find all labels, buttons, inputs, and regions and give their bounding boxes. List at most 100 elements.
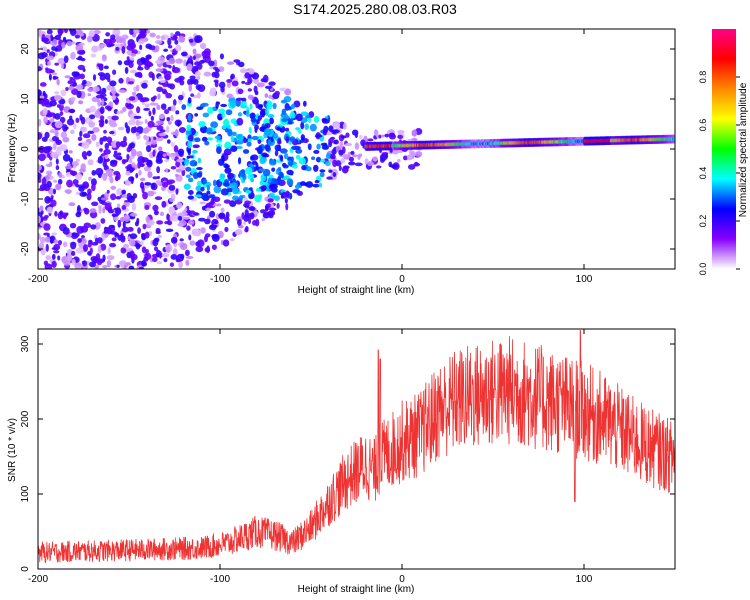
- spectrogram-noise-blob: [297, 128, 302, 134]
- spectrogram-noise-blob: [106, 136, 113, 143]
- spectrogram-noise-blob: [180, 242, 188, 251]
- spectrogram-noise-blob: [150, 115, 155, 121]
- spectrogram-noise-blob: [312, 183, 320, 188]
- spectrogram-noise-blob: [268, 214, 274, 219]
- spectrogram-noise-blob: [321, 144, 330, 150]
- spectrogram-noise-blob: [81, 150, 88, 159]
- spectrogram-noise-blob: [42, 146, 51, 154]
- spectrogram-noise-blob: [51, 42, 56, 47]
- spectrogram-noise-blob: [222, 124, 227, 130]
- spectrogram-noise-blob: [46, 29, 53, 35]
- spectrogram-noise-blob: [128, 60, 134, 68]
- spectrogram-noise-blob: [196, 106, 204, 111]
- spectrogram-noise-blob: [167, 37, 172, 46]
- spectrogram-noise-blob: [40, 247, 46, 256]
- spectrogram-noise-blob: [55, 158, 59, 165]
- spectrogram-noise-blob: [97, 245, 102, 254]
- spectrogram-noise-blob: [101, 98, 105, 106]
- spectrogram-noise-blob: [328, 169, 333, 173]
- spectrogram-noise-blob: [213, 185, 222, 194]
- spectrogram-noise-blob: [238, 169, 246, 177]
- spectrogram-noise-blob: [222, 239, 230, 247]
- spectrogram-noise-blob: [80, 225, 89, 233]
- spectrogram-noise-blob: [160, 35, 165, 41]
- spectrogram-noise-blob: [407, 164, 416, 170]
- spectrogram-noise-blob: [138, 169, 142, 176]
- spectrogram-noise-blob: [106, 255, 115, 261]
- spectrogram-noise-blob: [79, 73, 85, 80]
- spectrogram-noise-blob: [113, 170, 120, 176]
- spectrogram-noise-blob: [144, 119, 148, 124]
- spectrogram-noise-blob: [108, 224, 115, 229]
- spectrogram-noise-blob: [174, 77, 183, 83]
- spectrogram-noise-blob: [230, 73, 235, 80]
- spectrogram-noise-blob: [107, 228, 112, 233]
- spectrogram-noise-blob: [147, 190, 155, 197]
- spectrogram-noise-blob: [156, 86, 164, 92]
- spectrogram-noise-blob: [158, 250, 162, 259]
- spectrogram-noise-blob: [188, 234, 192, 241]
- snr-y-ticks: 0 100 200 300: [20, 335, 675, 572]
- spectrogram-noise-blob: [247, 138, 252, 143]
- spectrogram-noise-blob: [64, 126, 69, 130]
- spectrogram-noise-blob: [174, 39, 179, 45]
- spectrogram-noise-blob: [70, 52, 76, 60]
- spectrogram-noise-blob: [97, 204, 103, 209]
- spectrogram-noise-blob: [60, 63, 64, 69]
- spectrogram-noise-blob: [189, 159, 198, 167]
- spectrogram-noise-blob: [215, 203, 222, 207]
- spectrogram-noise-blob: [139, 44, 143, 51]
- spectrogram-noise-blob: [197, 157, 202, 164]
- spectrogram-noise-blob: [144, 182, 152, 186]
- spectrogram-noise-blob: [140, 56, 146, 63]
- spectrogram-noise-blob: [257, 104, 263, 110]
- snr-y-tick-label: 100: [20, 485, 31, 502]
- spectrogram-noise-blob: [210, 197, 215, 206]
- spectrogram-noise-blob: [186, 225, 191, 231]
- spectrogram-noise-blob: [87, 188, 92, 195]
- spectrogram-noise-blob: [176, 202, 183, 209]
- spectrogram-noise-blob: [45, 243, 49, 252]
- spectrogram-noise-blob: [224, 167, 232, 174]
- spectrogram-noise-blob: [104, 191, 109, 199]
- spectrogram-noise-blob: [170, 254, 178, 260]
- spectrogram-noise-blob: [138, 29, 147, 35]
- spectrogram-noise-blob: [266, 101, 273, 110]
- spectrogram-noise-blob: [284, 127, 290, 132]
- spectrogram-noise-blob: [354, 133, 358, 138]
- spectrogram-noise-blob: [167, 45, 173, 49]
- spectrogram-noise-blob: [313, 115, 320, 123]
- spectrogram-noise-blob: [70, 241, 77, 250]
- spectrogram-noise-blob: [142, 191, 148, 200]
- spectrogram-noise-blob: [104, 119, 108, 124]
- spectrogram-noise-blob: [116, 264, 120, 268]
- spectrogram-y-tick-label: -20: [20, 241, 31, 256]
- spectrogram-noise-blob: [131, 202, 136, 211]
- spectrogram-noise-blob: [137, 66, 144, 71]
- spectrogram-noise-blob: [183, 216, 190, 220]
- spectrogram-noise-blob: [140, 240, 144, 246]
- spectrogram-noise-blob: [75, 191, 81, 196]
- spectrogram-noise-blob: [188, 155, 194, 159]
- spectrogram-noise-blob: [209, 65, 214, 70]
- spectrogram-noise-blob: [88, 176, 92, 181]
- spectrogram-noise-blob: [156, 261, 163, 265]
- spectrogram-noise-blob: [237, 218, 242, 226]
- spectrogram-noise-blob: [221, 111, 225, 119]
- spectrogram-noise-blob: [125, 125, 131, 134]
- spectrogram-noise-blob: [273, 195, 280, 201]
- spectrogram-noise-blob: [218, 212, 226, 220]
- spectrogram-noise-blob: [89, 261, 96, 268]
- spectrogram-noise-blob: [87, 130, 95, 135]
- spectrogram-noise-blob: [49, 129, 58, 134]
- spectrogram-noise-blob: [170, 114, 174, 122]
- spectrogram-noise-blob: [409, 150, 416, 158]
- spectrogram-noise-blob: [218, 81, 226, 89]
- spectrogram-noise-blob: [236, 134, 242, 140]
- spectrogram-noise-blob: [251, 135, 259, 141]
- spectrogram-noise-blob: [187, 63, 193, 70]
- spectrogram-noise-blob: [165, 168, 169, 173]
- spectrogram-noise-blob: [295, 154, 301, 160]
- spectrogram-noise-blob: [91, 201, 99, 207]
- spectrogram-noise-blob: [138, 266, 145, 269]
